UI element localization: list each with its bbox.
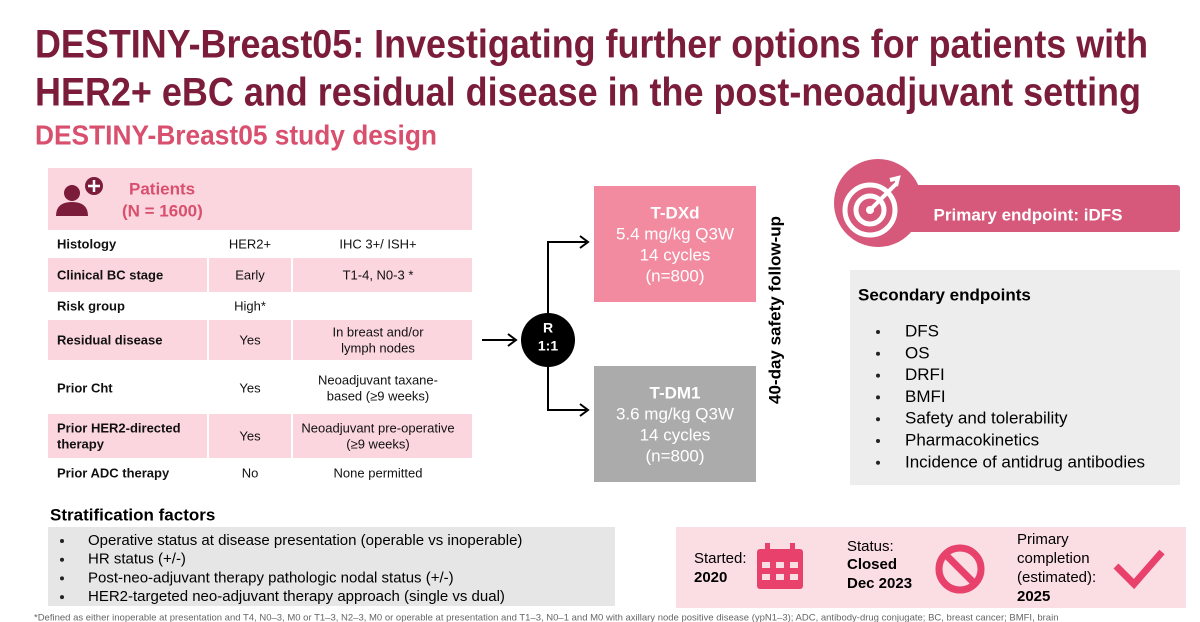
patients-header [48,168,472,230]
bullet [876,330,880,334]
patients-n: (N = 1600) [122,201,203,220]
row-label: Prior ADC therapy [57,465,170,480]
arm-detail: (n=800) [645,446,704,465]
stratification-item: HR status (+/-) [88,551,186,568]
flow-arrows [482,235,590,417]
cell-text: Yes [239,428,261,443]
row-label: Residual disease [57,332,163,347]
table-row-bg [48,258,472,292]
secondary-item: DRFI [905,365,945,384]
cell-text: None permitted [334,465,423,480]
cell-text: HER2+ [229,236,271,251]
status-label: completion [1017,550,1090,567]
row-label: Prior HER2-directed [57,420,181,435]
cell-text: In breast and/or [332,324,424,339]
secondary-item: DFS [905,321,939,340]
bullet [60,539,64,543]
secondary-item: Safety and tolerability [905,409,1068,428]
bullet [876,351,880,356]
cell-text: Early [235,267,265,282]
stratification-item: HER2-targeted neo-adjuvant therapy appro… [88,588,505,605]
closed-icon [935,544,985,594]
title-line: HER2+ eBC and residual disease in the po… [35,71,1141,115]
randomization-circle [521,313,575,367]
arm-detail: 14 cycles [640,245,711,264]
check-icon [1113,549,1165,590]
secondary-item: Pharmacokinetics [905,430,1039,449]
arm-box [594,186,756,302]
footnote: *Defined as either inoperable at present… [34,613,1058,622]
stratification-item: Operative status at disease presentation… [88,532,522,549]
arm-detail: 14 cycles [640,425,711,444]
arm-name: T-DM1 [650,383,701,402]
subtitle: DESTINY-Breast05 study design [35,119,437,150]
eligibility-table: Histology HER2+ IHC 3+/ ISH+ Clinical BC st… [48,236,472,480]
row-label: therapy [57,436,105,451]
status-label: Started: [694,550,747,567]
cell-text: Neoadjuvant taxane- [318,372,438,387]
primary-band [880,185,1180,232]
stratification-item: Post-neo-adjuvant therapy pathologic nod… [88,569,454,586]
target-icon [834,159,922,247]
primary-endpoint: Primary endpoint: iDFS [934,205,1123,224]
status-value: Dec 2023 [847,575,912,592]
row-label: Histology [57,236,117,251]
cell-text: lymph nodes [341,340,415,355]
cell-text: High* [234,298,266,313]
bullet [876,373,880,378]
cell-text: IHC 3+/ ISH+ [339,236,416,251]
secondary-item: BMFI [905,387,946,406]
row-label: Clinical BC stage [57,267,163,282]
bullet [60,576,64,581]
status-label: (estimated): [1017,569,1096,586]
arm-box [594,366,756,482]
patients-label: Patients [129,179,195,198]
row-label: Risk group [57,298,125,313]
arm-detail: 5.4 mg/kg Q3W [616,224,734,243]
status-label: Primary [1017,531,1069,548]
cell-text: Yes [239,380,261,395]
table-row-bg [48,320,472,360]
bullet [876,460,880,465]
bullet [60,557,64,562]
status-value: Closed [847,556,897,573]
status-label: Status: [847,538,894,555]
patient-icon [56,177,103,216]
cell-text: T1-4, N0-3 * [343,267,414,282]
calendar-icon [757,543,803,589]
bullet [60,595,64,600]
arm-detail: (n=800) [645,266,704,285]
row-label: Prior Cht [57,380,113,395]
title-line: DESTINY-Breast05: Investigating further … [35,23,1148,67]
stratification-title: Stratification factors [50,505,215,524]
secondary-item: OS [905,343,930,362]
cell-text: Yes [239,332,261,347]
table-row-bg [48,414,472,458]
arm-detail: 3.6 mg/kg Q3W [616,404,734,423]
cell-text: No [242,465,259,480]
follow-up: 40-day safety follow-up [765,216,784,404]
bullet [876,395,880,400]
status-box [676,527,1186,608]
secondary-item: Incidence of antidrug antibodies [905,452,1145,471]
secondary-box [850,270,1180,485]
arm-name: T-DXd [650,203,699,222]
secondary-title: Secondary endpoints [858,285,1031,304]
status-value: 2025 [1017,588,1050,605]
bullet [876,439,880,443]
randomization-label: R [543,320,553,336]
cell-text: (≥9 weeks) [346,436,409,451]
stratification-box [48,527,615,606]
bullet [876,417,880,422]
randomization-label: 1:1 [538,338,558,354]
status-value: 2020 [694,569,727,586]
cell-text: Neoadjuvant pre-operative [301,420,454,435]
cell-text: based (≥9 weeks) [327,388,430,403]
